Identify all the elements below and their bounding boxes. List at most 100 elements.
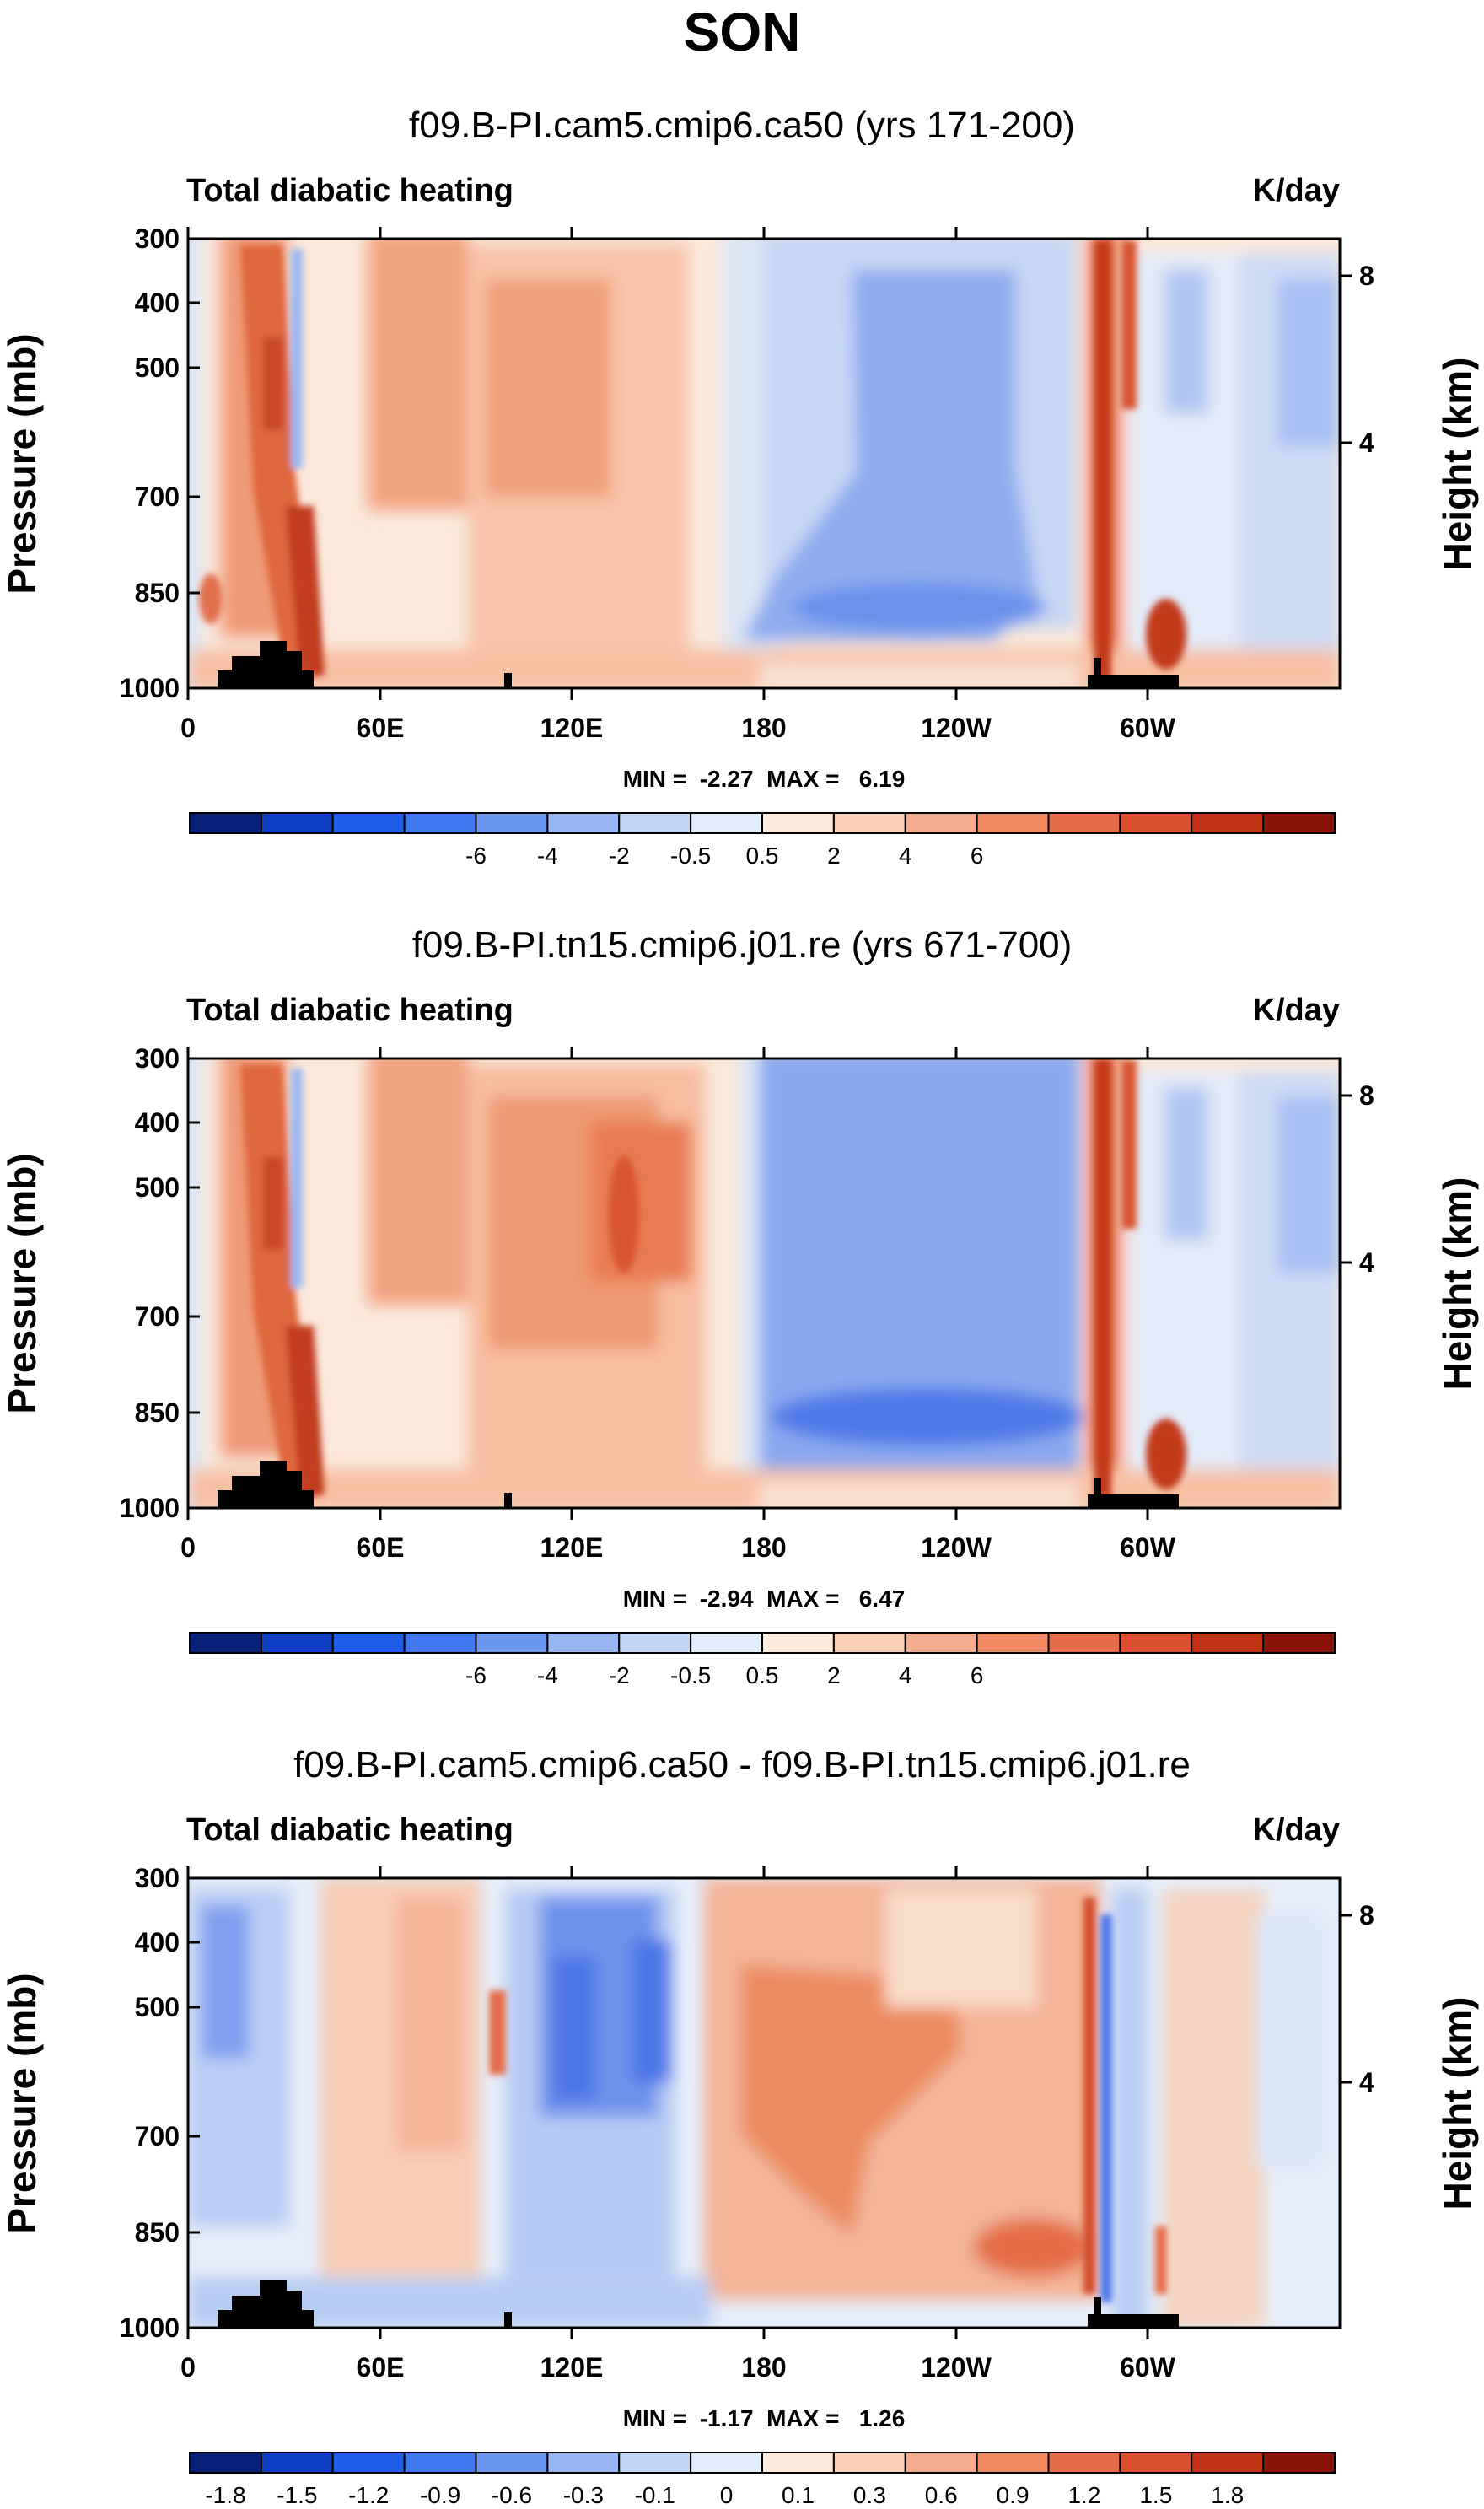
y-tick-label: 700 (135, 1301, 180, 1332)
colorbar-swatch (260, 2452, 334, 2474)
stats-label: MIN = -1.17 MAX = 1.26 (623, 2405, 906, 2431)
colorbar-swatch (1191, 2452, 1265, 2474)
y-tick-label: 300 (135, 1863, 180, 1893)
panel-left-label: Total diabatic heating (186, 993, 513, 1028)
colorbar-swatch (260, 1632, 334, 1654)
colorbar-swatch (1191, 1632, 1265, 1654)
colorbar-swatch (331, 1632, 406, 1654)
colorbar-swatch (475, 812, 549, 834)
colorbar-swatch (1119, 2452, 1193, 2474)
colorbar-swatch (976, 1632, 1050, 1654)
colorbar-label: 0.1 (782, 2482, 815, 2508)
x-tick-label: 60E (357, 2352, 405, 2382)
colorbar-label: -2 (609, 843, 630, 869)
y-tick-label: 1000 (120, 1493, 180, 1523)
colorbar-swatch (976, 2452, 1050, 2474)
colorbar-swatch (546, 2452, 621, 2474)
colorbar-label: 1.5 (1139, 2482, 1172, 2508)
stats-label: MIN = -2.94 MAX = 6.47 (623, 1586, 906, 1612)
colorbar-swatch (403, 1632, 477, 1654)
colorbar-swatch (618, 1632, 692, 1654)
y2-tick-label: 8 (1359, 1080, 1374, 1111)
x-tick-label: 60E (357, 1532, 405, 1563)
x-ticks (186, 1866, 1149, 2339)
y2-tick-label: 8 (1359, 1900, 1374, 1930)
colorbar-label: -1.2 (348, 2482, 389, 2508)
colorbar-label: 0.3 (853, 2482, 886, 2508)
colorbar-label: 6 (971, 1662, 984, 1688)
colorbar-swatch (761, 2452, 835, 2474)
x-tick-label: 180 (741, 2352, 786, 2382)
colorbar-swatch (475, 1632, 549, 1654)
y-tick-label: 850 (135, 578, 180, 608)
y-tick-label: 300 (135, 1043, 180, 1074)
colorbar-swatch (761, 1632, 835, 1654)
colorbar-label: -4 (537, 1662, 558, 1688)
y-tick-label: 500 (135, 353, 180, 383)
colorbar-swatch (189, 812, 262, 834)
colorbar-swatch (475, 2452, 549, 2474)
heatmap-field (188, 1878, 1340, 2328)
panel-left-label: Total diabatic heating (186, 1812, 513, 1848)
x-tick-label: 180 (741, 713, 786, 743)
colorbar-label: 4 (899, 1662, 912, 1688)
colorbar-swatch (1119, 812, 1193, 834)
colorbar-label: -0.3 (563, 2482, 604, 2508)
colorbar-swatch (904, 2452, 978, 2474)
y-tick-label: 400 (135, 288, 180, 318)
heatmap-field (188, 1058, 1340, 1508)
colorbar-swatch (403, 2452, 477, 2474)
colorbar-swatch (690, 812, 763, 834)
colorbar-swatch (189, 1632, 262, 1654)
y-tick-label: 400 (135, 1107, 180, 1138)
colorbar-swatch (546, 812, 621, 834)
x-ticks (186, 1047, 1149, 1520)
stats-label: MIN = -2.27 MAX = 6.19 (623, 766, 906, 792)
terrain-mask (218, 2280, 1179, 2328)
panel-units-label: K/day (1253, 993, 1340, 1028)
colorbar-label: 2 (827, 843, 841, 869)
colorbar-swatch (904, 812, 978, 834)
colorbar-label: 1.2 (1067, 2482, 1100, 2508)
colorbar-label: 0 (720, 2482, 734, 2508)
colorbar-swatch (618, 812, 692, 834)
y2-ticks (1340, 1914, 1352, 2084)
colorbar-label: -6 (465, 843, 487, 869)
y2-ticks (1340, 1094, 1352, 1264)
colorbar-label: 0.9 (997, 2482, 1030, 2508)
colorbar-swatch (1119, 1632, 1193, 1654)
colorbar-swatch (1262, 1632, 1336, 1654)
colorbar-swatch (331, 2452, 406, 2474)
y-ticks (188, 1876, 200, 2329)
x-tick-label: 180 (741, 1532, 786, 1563)
colorbar: -6 -4 -2 -0.5 0.5 2 4 6 (189, 1632, 1336, 1688)
colorbar-label: -0.9 (420, 2482, 460, 2508)
colorbar-swatch (618, 2452, 692, 2474)
colorbar-swatch (1047, 1632, 1121, 1654)
colorbar: -6 -4 -2 -0.5 0.5 2 4 6 (189, 812, 1336, 869)
colorbar-swatch (761, 812, 835, 834)
colorbar: -1.8 -1.5 -1.2 -0.9 -0.6 -0.3 -0.1 0 0.1 0.3 0.6 0.… (189, 2452, 1336, 2508)
panel-units-label: K/day (1253, 1812, 1340, 1848)
y2-tick-label: 8 (1359, 261, 1374, 291)
colorbar-swatch (904, 1632, 978, 1654)
colorbar-swatch (976, 812, 1050, 834)
colorbar-label: 6 (971, 843, 984, 869)
y-tick-label: 400 (135, 1927, 180, 1957)
y-tick-label: 700 (135, 2121, 180, 2151)
colorbar-swatch (1262, 812, 1336, 834)
colorbar-swatch (832, 812, 906, 834)
colorbar-label: -0.1 (635, 2482, 675, 2508)
colorbar-label: 0.5 (746, 843, 779, 869)
y2-ticks (1340, 274, 1352, 444)
x-tick-label: 60W (1120, 713, 1176, 743)
x-tick-label: 0 (180, 1532, 196, 1563)
x-tick-label: 60W (1120, 2352, 1176, 2382)
colorbar-label: 0.5 (746, 1662, 779, 1688)
y2-axis-label: Height (km) (1435, 1177, 1479, 1391)
x-tick-label: 120W (921, 713, 992, 743)
panel-title: f09.B-PI.tn15.cmip6.j01.re (yrs 671-700) (412, 924, 1073, 966)
colorbar-label: 2 (827, 1662, 841, 1688)
terrain-mask (218, 641, 1179, 688)
y-ticks (188, 1057, 200, 1510)
